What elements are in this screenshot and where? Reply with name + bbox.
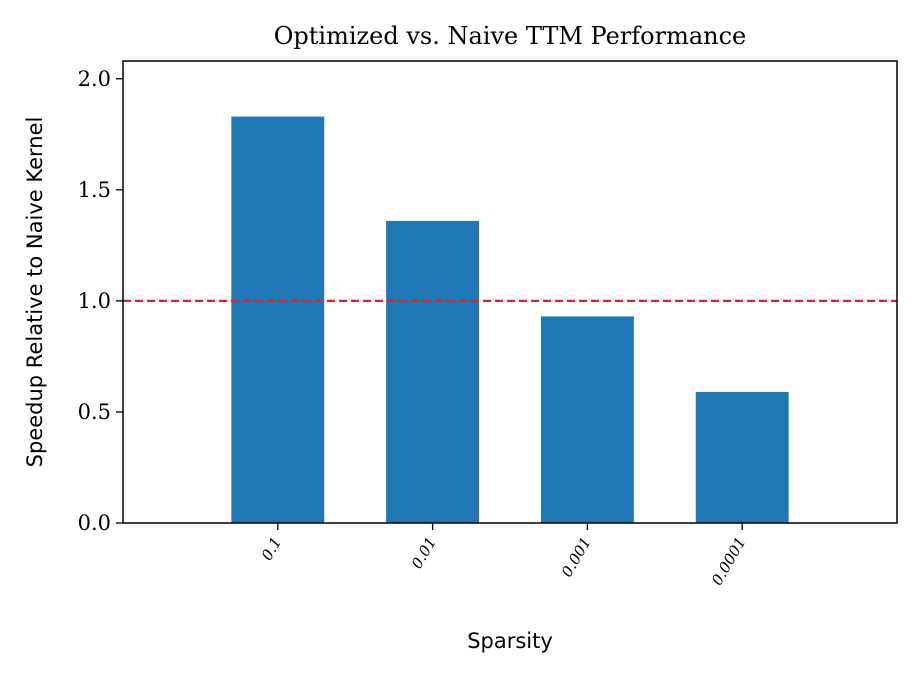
x-tick-label: 0.0001 <box>708 534 750 588</box>
x-tick-label: 0.001 <box>558 534 595 580</box>
x-axis: 0.1 0.01 0.001 0.0001 <box>258 523 750 588</box>
x-tick-label: 0.01 <box>408 534 440 572</box>
y-axis: 0.0 0.5 1.0 1.5 2.0 <box>78 67 123 535</box>
y-tick-label: 1.5 <box>78 178 111 202</box>
x-tick-label: 0.1 <box>258 534 286 564</box>
bars-group <box>231 116 789 524</box>
y-tick-label: 2.0 <box>78 67 111 91</box>
y-tick-label: 1.0 <box>78 289 111 313</box>
y-tick-label: 0.0 <box>78 511 111 535</box>
bar-0.0001 <box>695 391 789 523</box>
bar-0.01 <box>386 220 480 524</box>
bar-0.1 <box>231 116 325 523</box>
x-axis-label: Sparsity <box>467 629 553 653</box>
y-axis-label: Speedup Relative to Naive Kernel <box>23 117 47 468</box>
y-tick-label: 0.5 <box>78 400 111 424</box>
plot-frame <box>122 60 898 524</box>
bar-0.001 <box>540 316 634 523</box>
chart-title: Optimized vs. Naive TTM Performance <box>274 22 747 50</box>
